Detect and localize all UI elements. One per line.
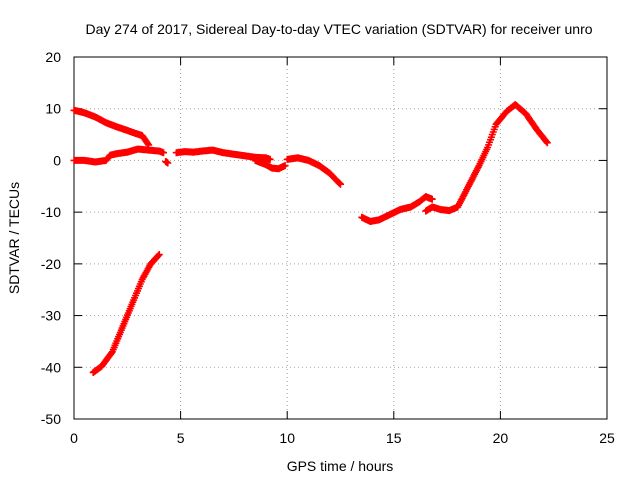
data-points xyxy=(70,151,114,166)
x-tick-label: 20 xyxy=(493,430,509,446)
x-axis-label: GPS time / hours xyxy=(287,458,394,474)
series-segment-10 xyxy=(422,101,551,215)
data-points xyxy=(70,106,153,149)
series-segment-2 xyxy=(70,151,114,166)
series-segment-1 xyxy=(70,106,153,149)
data-points xyxy=(251,156,289,173)
series-segment-9 xyxy=(358,193,436,225)
data-points xyxy=(422,101,551,215)
series-segment-5 xyxy=(172,146,274,163)
x-tick-label: 25 xyxy=(599,430,615,446)
series-segment-7 xyxy=(283,154,344,188)
data-series xyxy=(70,101,551,376)
y-tick-label: -50 xyxy=(41,411,61,427)
y-axis-label: SDTVAR / TECUs xyxy=(6,182,22,294)
y-tick-label: -10 xyxy=(41,204,61,220)
y-tick-label: 20 xyxy=(45,49,61,65)
plot-frame xyxy=(73,56,608,420)
y-tick-label: 10 xyxy=(45,101,61,117)
series-segment-3 xyxy=(106,145,167,159)
series-segment-8 xyxy=(89,251,163,376)
y-tick-label: -40 xyxy=(41,359,61,375)
data-points xyxy=(106,145,167,159)
series-segment-4 xyxy=(162,158,172,167)
data-points xyxy=(162,158,172,167)
data-points xyxy=(172,146,274,163)
x-tick-label: 0 xyxy=(70,430,78,446)
series-segment-6 xyxy=(251,156,289,173)
data-points xyxy=(358,193,436,225)
x-tick-label: 15 xyxy=(386,430,402,446)
y-tick-label: -30 xyxy=(41,308,61,324)
data-points xyxy=(89,251,163,376)
axis-ticks: 0 5 10 15 20 25 -50 -40 -30 -20 -10 0 10 20 xyxy=(41,49,615,446)
y-tick-label: 0 xyxy=(53,152,61,168)
x-tick-label: 10 xyxy=(279,430,295,446)
y-tick-label: -20 xyxy=(41,256,61,272)
x-tick-label: 5 xyxy=(177,430,185,446)
chart-title: Day 274 of 2017, Sidereal Day-to-day VTE… xyxy=(85,21,592,37)
data-points xyxy=(283,154,344,188)
